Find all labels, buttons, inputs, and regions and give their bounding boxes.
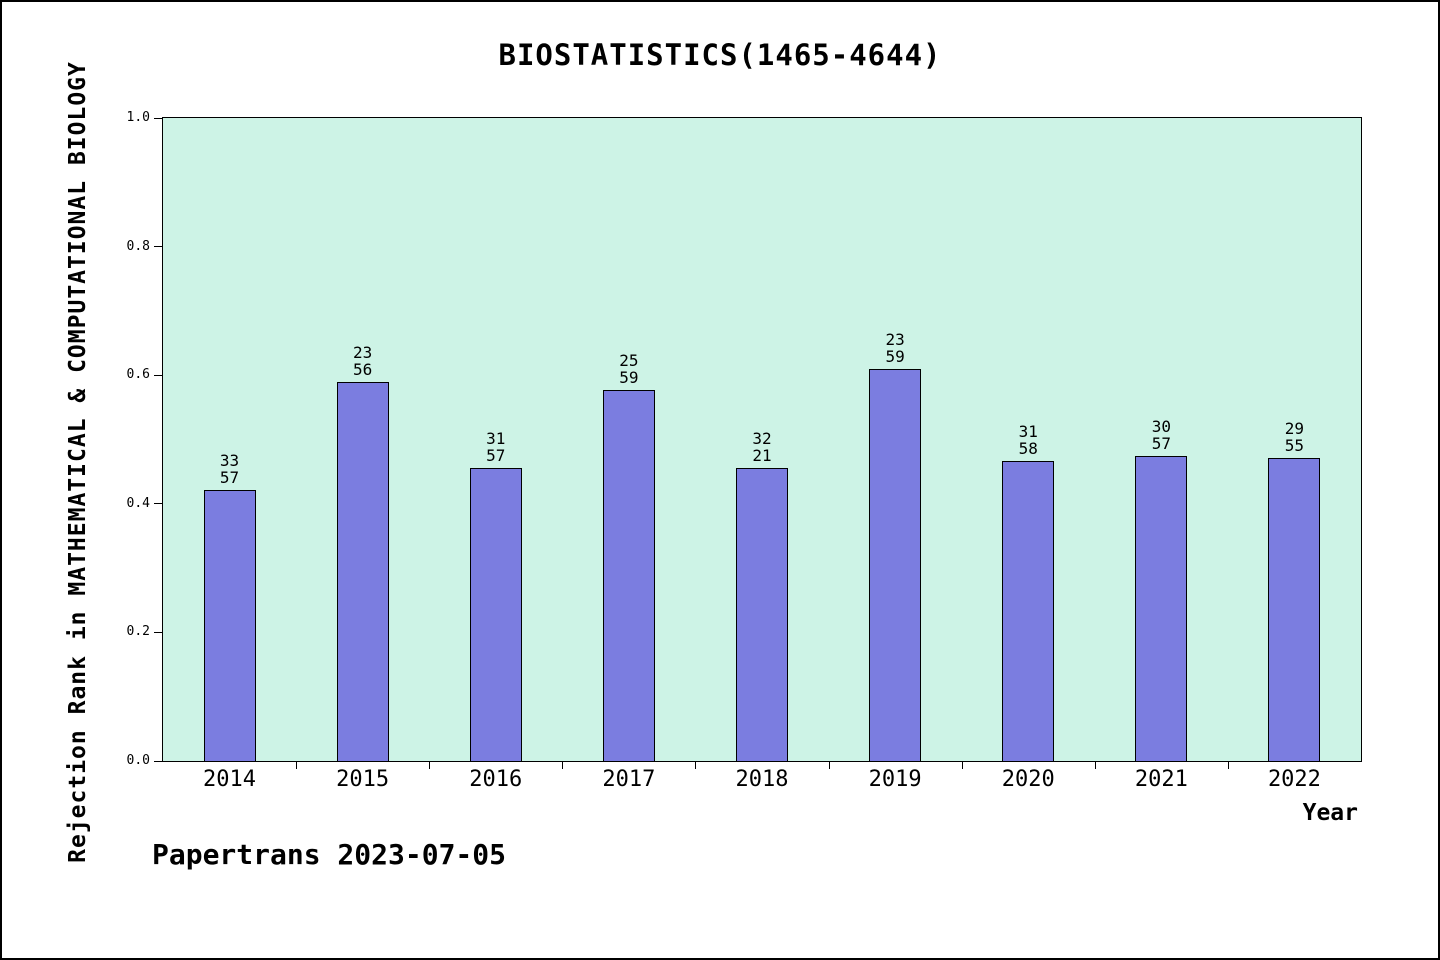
x-axis-tick bbox=[1094, 761, 1096, 769]
x-axis-tick bbox=[828, 761, 830, 769]
bar-2021 bbox=[1135, 456, 1188, 761]
x-tick-label-2019: 2019 bbox=[868, 767, 922, 792]
x-axis-tick bbox=[1227, 761, 1229, 769]
chart-title: BIOSTATISTICS(1465-4644) bbox=[498, 38, 942, 72]
x-tick-label-2021: 2021 bbox=[1134, 767, 1188, 792]
bar-2016 bbox=[469, 467, 522, 761]
bar-2019 bbox=[869, 368, 922, 761]
y-tick-label-1.0: 1.0 bbox=[126, 110, 150, 125]
x-tick-label-2017: 2017 bbox=[602, 767, 656, 792]
x-axis-tick bbox=[695, 761, 697, 769]
bar-2017 bbox=[602, 390, 655, 761]
bar-value-label-2019: 23 59 bbox=[885, 329, 905, 366]
bar-value-label-2022: 29 55 bbox=[1284, 418, 1305, 455]
bar-2020 bbox=[1002, 461, 1055, 761]
bar-value-label-2020: 31 58 bbox=[1018, 422, 1038, 459]
y-axis-tick bbox=[154, 631, 162, 633]
x-tick-label-2018: 2018 bbox=[735, 767, 789, 792]
x-axis-label: Year bbox=[1302, 800, 1358, 826]
plot-area: 33 57 2014 23 56 2015 31 57 2016 25 59 2017 32 21 2018… bbox=[127, 110, 1362, 792]
y-tick-label-0.2: 0.2 bbox=[126, 624, 150, 640]
y-axis-label: Rejection Rank in MATHEMATICAL & COMPUTA… bbox=[65, 61, 91, 863]
x-axis-tick bbox=[429, 761, 431, 769]
y-axis-tick bbox=[154, 117, 162, 119]
x-axis-tick bbox=[562, 761, 564, 769]
y-axis-tick bbox=[154, 374, 162, 376]
bar-2015 bbox=[336, 382, 389, 761]
x-tick-label-2020: 2020 bbox=[1001, 767, 1055, 792]
y-tick-label-0.0: 0.0 bbox=[126, 753, 150, 768]
bar-2022 bbox=[1268, 457, 1321, 761]
bar-value-label-2018: 32 21 bbox=[752, 428, 772, 465]
x-tick-label-2015: 2015 bbox=[336, 767, 390, 792]
bar-value-label-2015: 23 56 bbox=[353, 343, 373, 380]
bar-value-label-2014: 33 57 bbox=[219, 451, 240, 488]
bar-2014 bbox=[203, 490, 256, 761]
bar-2018 bbox=[736, 467, 788, 761]
x-tick-label-2022: 2022 bbox=[1267, 767, 1321, 792]
x-tick-label-2014: 2014 bbox=[203, 767, 257, 792]
bar-value-label-2017: 25 59 bbox=[619, 351, 639, 387]
x-tick-label-2016: 2016 bbox=[469, 767, 523, 792]
footer-watermark: Papertrans 2023-07-05 bbox=[152, 838, 507, 871]
y-tick-label-0.8: 0.8 bbox=[126, 238, 150, 254]
x-axis-tick bbox=[296, 761, 298, 769]
y-tick-label-0.6: 0.6 bbox=[126, 367, 150, 383]
y-axis-tick bbox=[154, 503, 162, 505]
x-axis-tick bbox=[961, 761, 963, 769]
y-axis-tick bbox=[154, 246, 162, 248]
bar-value-label-2021: 30 57 bbox=[1151, 417, 1171, 454]
y-axis-tick bbox=[154, 760, 162, 762]
bar-value-label-2016: 31 57 bbox=[486, 428, 506, 465]
y-tick-label-0.4: 0.4 bbox=[126, 495, 150, 511]
